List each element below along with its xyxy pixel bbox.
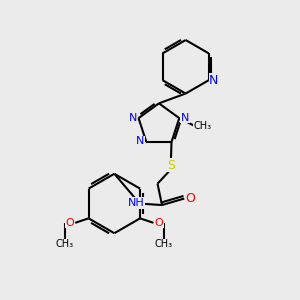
Text: O: O: [185, 192, 195, 205]
Text: N: N: [128, 112, 137, 122]
Text: N: N: [209, 74, 219, 87]
Text: N: N: [136, 136, 145, 146]
Text: O: O: [154, 218, 163, 228]
Text: O: O: [65, 218, 74, 228]
Text: N: N: [181, 112, 189, 122]
Text: CH₃: CH₃: [193, 122, 211, 131]
Text: S: S: [167, 159, 175, 172]
Text: CH₃: CH₃: [155, 239, 173, 249]
Text: NH: NH: [128, 198, 145, 208]
Text: CH₃: CH₃: [56, 239, 74, 249]
